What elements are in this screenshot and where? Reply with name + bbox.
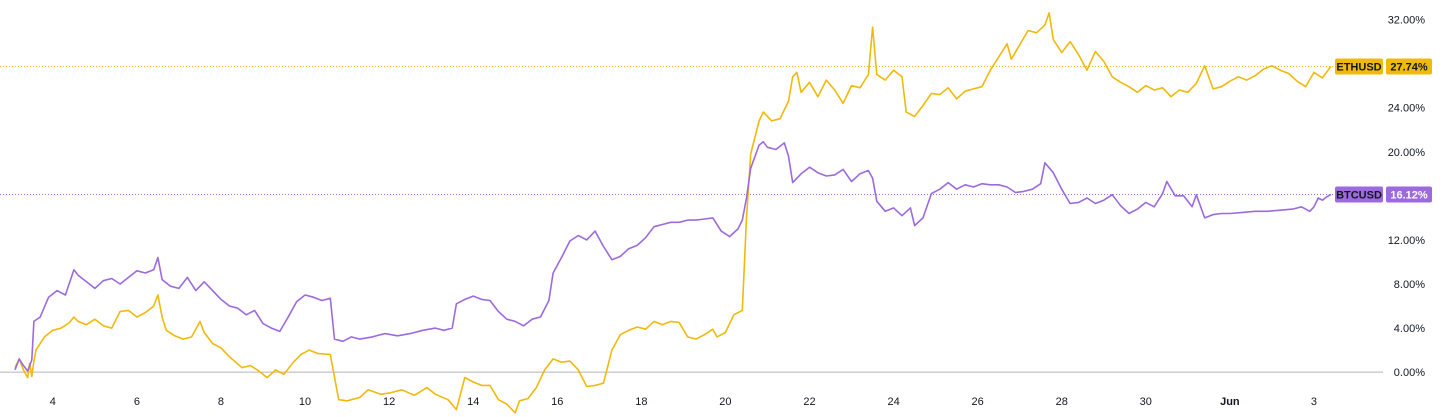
x-tick-label: 22	[803, 396, 815, 408]
y-tick-label: 8.00%	[1394, 279, 1425, 291]
last-value-guides	[0, 65, 1383, 373]
x-tick-label: 14	[467, 396, 479, 408]
y-tick-label: 0.00%	[1394, 367, 1425, 379]
x-tick-label: 8	[218, 396, 224, 408]
x-tick-label: 6	[134, 396, 140, 408]
x-tick-label: 30	[1140, 396, 1152, 408]
ethusd-series-line[interactable]	[14, 12, 1332, 414]
last-value-tag	[1386, 58, 1432, 75]
series-name-label: ETHUSD	[1336, 61, 1381, 73]
x-tick-label: 20	[719, 396, 731, 408]
y-tick-label: 20.00%	[1388, 147, 1426, 159]
y-tick-label: 4.00%	[1394, 323, 1425, 335]
x-tick-label: Jun	[1220, 396, 1240, 408]
last-value-label: 16.12%	[1390, 190, 1428, 202]
btcusd-badge: BTCUSD 16.12%	[1335, 186, 1432, 203]
series-name-label: BTCUSD	[1336, 190, 1382, 202]
ethusd-badge: ETHUSD 27.74%	[1335, 58, 1432, 75]
x-axis: 4 6 8 10 12 14 16 18 20 22 24 26 28 30 Jun 3	[50, 396, 1317, 408]
series-layer	[14, 12, 1332, 414]
x-tick-label: 18	[635, 396, 647, 408]
last-value-label: 27.74%	[1390, 61, 1428, 73]
x-tick-label: 16	[551, 396, 563, 408]
x-tick-label: 4	[50, 396, 56, 408]
last-value-tag	[1386, 186, 1432, 203]
y-tick-label: 32.00%	[1388, 15, 1426, 27]
y-tick-label: 24.00%	[1388, 103, 1426, 115]
series-name-tag	[1335, 186, 1383, 203]
x-tick-label: 28	[1056, 396, 1068, 408]
series-name-tag	[1335, 58, 1383, 75]
x-tick-label: 12	[383, 396, 395, 408]
x-tick-label: 3	[1311, 396, 1317, 408]
btcusd-series-line[interactable]	[14, 141, 1332, 372]
x-tick-label: 24	[887, 396, 899, 408]
y-tick-label: 12.00%	[1388, 235, 1426, 247]
series-badges: ETHUSD 27.74% BTCUSD 16.12%	[1335, 58, 1432, 203]
x-tick-label: 10	[299, 396, 311, 408]
x-tick-label: 26	[972, 396, 984, 408]
